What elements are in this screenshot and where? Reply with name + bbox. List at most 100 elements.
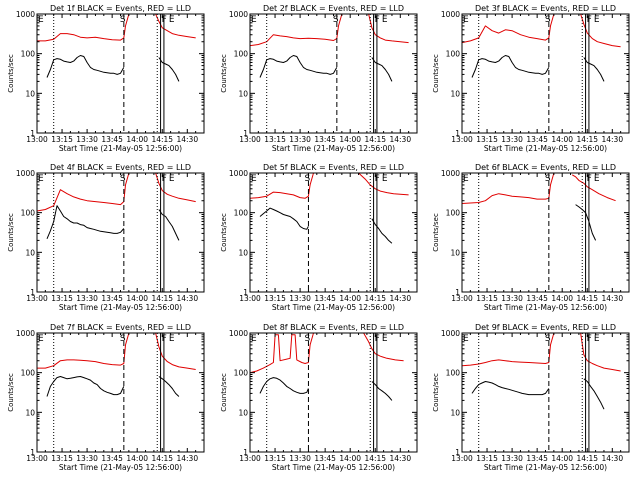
marker-label-f: F — [587, 174, 592, 184]
marker-label-e: E — [382, 174, 388, 184]
x-tick-label: 13:45 — [101, 135, 123, 144]
marker-label-e: E — [38, 15, 44, 25]
plot-frame — [249, 172, 418, 293]
y-tick-label: 1 — [455, 129, 460, 138]
y-axis-label: Counts/sec — [7, 373, 15, 412]
y-tick-label: 10 — [450, 89, 460, 98]
marker-label-s: S — [333, 15, 339, 25]
y-tick-label: 1000 — [16, 329, 35, 338]
marker-label-e: E — [251, 174, 257, 184]
series-group — [249, 13, 409, 82]
x-tick-label: 13:00 — [451, 454, 473, 463]
y-tick-label: 100 — [446, 209, 461, 218]
x-tick-label: 13:30 — [501, 135, 523, 144]
y-tick-label: 1 — [455, 288, 460, 297]
series-group — [249, 332, 404, 401]
x-tick-label: 13:30 — [76, 294, 98, 303]
marker-label-s: S — [304, 174, 310, 184]
y-tick-label: 1000 — [441, 169, 460, 178]
x-tick-label: 13:15 — [476, 135, 498, 144]
x-tick-label: 14:00 — [126, 294, 148, 303]
events-series-line — [583, 57, 605, 82]
y-tick-label: 100 — [21, 209, 36, 218]
lld-series-line — [580, 13, 621, 48]
x-tick-label: 13:45 — [526, 294, 548, 303]
x-tick-label: 13:30 — [289, 135, 311, 144]
x-tick-label: 14:30 — [601, 294, 623, 303]
x-tick-label: 13:45 — [526, 454, 548, 463]
series-group — [249, 172, 409, 244]
marker-label-f: F — [375, 174, 380, 184]
marker-label-s: S — [545, 334, 551, 344]
y-tick-label: 1000 — [441, 10, 460, 19]
x-tick-label: 14:30 — [389, 294, 411, 303]
y-tick-label: 100 — [446, 50, 461, 59]
y-tick-label: 1 — [243, 448, 248, 457]
events-series-line — [46, 205, 125, 239]
x-axis-label: Start Time (21-May-05 12:56:00) — [272, 303, 395, 312]
x-tick-label: 13:30 — [289, 454, 311, 463]
x-tick-label: 14:15 — [151, 454, 173, 463]
x-tick-label: 13:45 — [314, 294, 336, 303]
marker-label-e: E — [169, 174, 175, 184]
lld-series-line — [155, 13, 196, 39]
x-tick-label: 14:30 — [176, 454, 198, 463]
x-tick-label: 13:30 — [76, 454, 98, 463]
lld-series-line — [461, 172, 555, 204]
x-tick-label: 14:00 — [551, 454, 573, 463]
lld-series-line — [461, 13, 555, 44]
panel-title: Det 4f BLACK = Events, RED = LLD — [50, 163, 191, 172]
y-tick-label: 100 — [446, 369, 461, 378]
y-axis-label: Counts/sec — [220, 373, 228, 412]
lld-series-line — [368, 13, 409, 44]
y-tick-label: 1 — [455, 448, 460, 457]
marker-label-s: S — [545, 174, 551, 184]
x-tick-label: 14:00 — [339, 454, 361, 463]
x-tick-label: 14:15 — [364, 135, 386, 144]
panel-title: Det 2f BLACK = Events, RED = LLD — [263, 4, 404, 13]
x-tick-label: 13:30 — [289, 294, 311, 303]
y-tick-label: 1 — [243, 288, 248, 297]
marker-label-e: E — [382, 334, 388, 344]
y-tick-label: 100 — [234, 50, 249, 59]
y-tick-label: 1 — [30, 129, 35, 138]
lld-series-line — [36, 172, 130, 212]
marker-label-e: E — [382, 15, 388, 25]
x-axis-label: Start Time (21-May-05 12:56:00) — [484, 303, 607, 312]
marker-label-e: E — [594, 15, 600, 25]
lld-series-line — [363, 332, 404, 362]
marker-label-f: F — [587, 15, 592, 25]
marker-label-s: S — [545, 15, 551, 25]
y-tick-label: 100 — [234, 369, 249, 378]
y-tick-label: 100 — [21, 50, 36, 59]
series-group — [36, 172, 196, 241]
x-tick-label: 13:00 — [239, 454, 261, 463]
x-tick-label: 13:00 — [26, 135, 48, 144]
series-group — [37, 332, 196, 397]
y-tick-label: 1000 — [229, 10, 248, 19]
events-series-line — [158, 376, 180, 397]
y-axis-label: Counts/sec — [7, 213, 15, 252]
events-series-line — [471, 381, 550, 396]
x-tick-label: 13:15 — [264, 454, 286, 463]
y-tick-label: 10 — [450, 248, 460, 257]
panel-title: Det 3f BLACK = Events, RED = LLD — [475, 4, 616, 13]
x-tick-label: 13:45 — [314, 454, 336, 463]
y-tick-label: 1000 — [229, 169, 248, 178]
lld-series-line — [37, 13, 130, 42]
x-tick-label: 14:15 — [576, 294, 598, 303]
series-group — [461, 332, 621, 410]
series-group — [37, 13, 196, 82]
x-tick-label: 14:15 — [151, 135, 173, 144]
x-axis-label: Start Time (21-May-05 12:56:00) — [272, 144, 395, 153]
x-tick-label: 13:15 — [264, 135, 286, 144]
x-tick-label: 13:00 — [451, 135, 473, 144]
lld-series-line — [249, 172, 314, 199]
lld-series-line — [155, 172, 196, 203]
x-tick-label: 14:30 — [176, 135, 198, 144]
